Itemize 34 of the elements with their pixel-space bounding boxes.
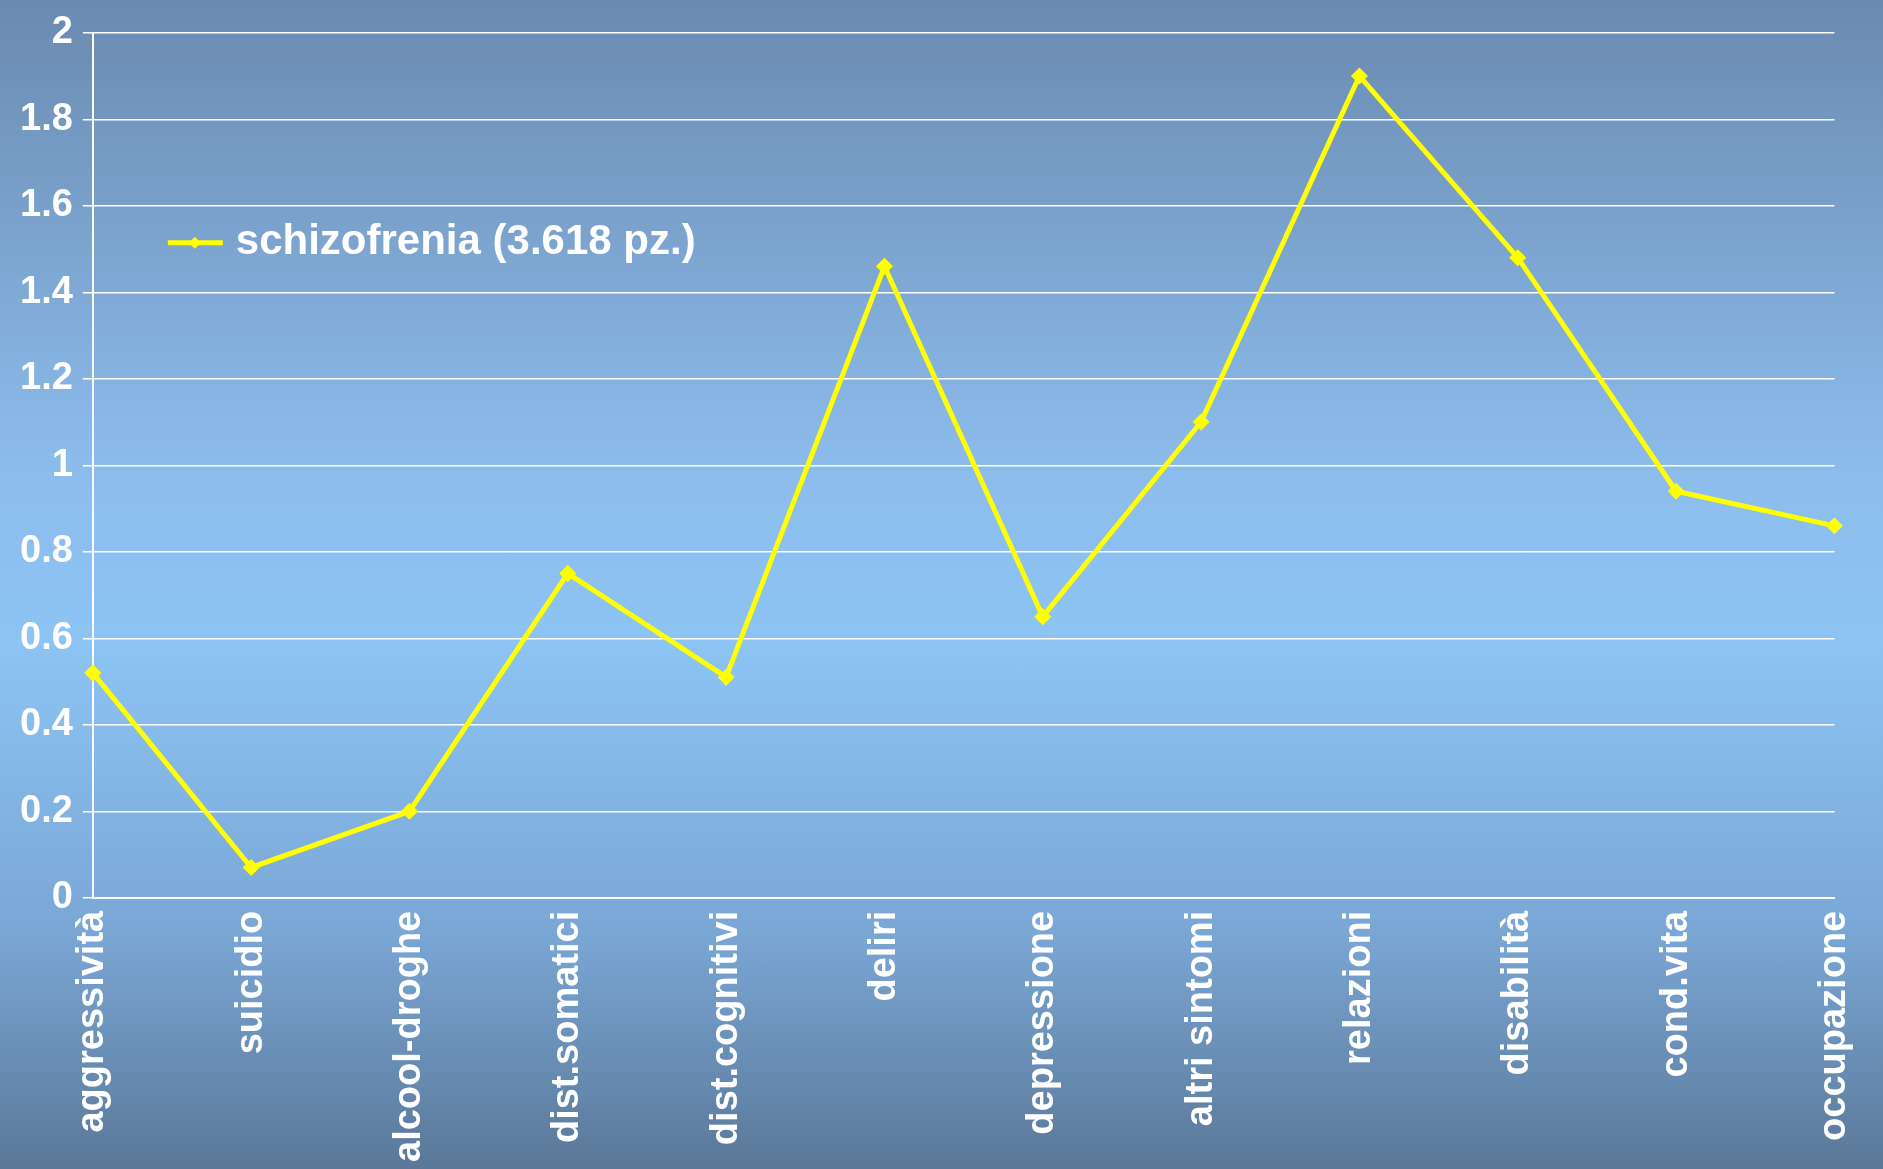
point — [1826, 518, 1842, 534]
x-tick-label: deliri — [860, 910, 903, 1002]
y-tick-label: 0.2 — [20, 787, 73, 830]
point — [1035, 609, 1051, 625]
x-tick-label: occupazione — [1810, 910, 1853, 1141]
point — [876, 258, 892, 274]
y-tick-label: 1 — [51, 441, 73, 484]
point — [85, 665, 101, 681]
y-tick-label: 1.2 — [20, 355, 73, 398]
x-tick-label: cond.vita — [1652, 909, 1695, 1078]
x-tick-label: disabilità — [1494, 909, 1537, 1076]
legend-label: schizofrenia (3.618 pz.) — [235, 216, 696, 264]
x-tick-label: dist.somatici — [544, 910, 587, 1144]
x-tick-label: relazioni — [1335, 910, 1378, 1065]
point — [1193, 414, 1209, 430]
point — [401, 803, 417, 819]
y-tick-label: 1.8 — [20, 95, 73, 138]
point — [1510, 250, 1526, 266]
y-tick-label: 2 — [51, 9, 73, 52]
point — [560, 565, 576, 581]
point — [1351, 68, 1367, 84]
y-tick-label: 1.6 — [20, 182, 73, 225]
x-tick-label: depressione — [1019, 910, 1062, 1135]
x-tick-label: altri sintomi — [1177, 910, 1220, 1127]
point — [718, 669, 734, 685]
y-tick-label: 0.6 — [20, 614, 73, 657]
y-tick-label: 0.4 — [20, 701, 73, 744]
y-tick-label: 0.8 — [20, 528, 73, 571]
y-tick-label: 1.4 — [20, 268, 73, 311]
x-tick-label: alcool-droghe — [385, 910, 428, 1162]
x-tick-label: dist.cognitivi — [702, 910, 745, 1146]
point — [1668, 483, 1684, 499]
x-tick-label: suicidio — [227, 910, 270, 1055]
point — [243, 860, 259, 875]
